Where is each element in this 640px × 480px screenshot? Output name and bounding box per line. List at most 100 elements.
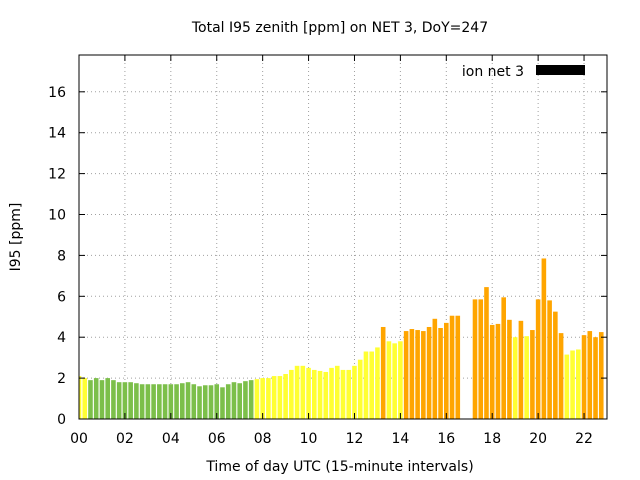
bar [547, 300, 552, 419]
bars [79, 258, 604, 419]
bar [392, 343, 397, 419]
y-tick-label: 14 [48, 126, 66, 142]
x-axis-label: Time of day UTC (15-minute intervals) [205, 459, 473, 475]
bar [593, 337, 598, 419]
bar [300, 365, 306, 419]
x-tick-label: 14 [391, 431, 409, 447]
bar [243, 381, 248, 419]
bar [512, 337, 518, 419]
bar [553, 311, 558, 419]
legend-swatch [536, 65, 585, 75]
bar [82, 378, 88, 419]
bar [214, 384, 220, 419]
chart-title: Total I95 zenith [ppm] on NET 3, DoY=247 [191, 20, 488, 36]
bar [398, 341, 403, 419]
x-tick-label: 18 [483, 431, 501, 447]
bar [260, 378, 265, 419]
bar [507, 319, 512, 419]
bar [145, 384, 151, 419]
x-tick-label: 22 [575, 431, 593, 447]
y-tick-label: 12 [48, 167, 66, 183]
bar [157, 384, 162, 419]
bar [518, 320, 524, 419]
y-axis-label: I95 [ppm] [8, 203, 24, 272]
bar [535, 299, 541, 419]
bar [421, 331, 426, 419]
y-tick-label: 8 [57, 248, 66, 264]
bar [478, 299, 484, 419]
x-axis-ticks: 00 02 04 06 08 10 12 14 16 18 20 22 [70, 55, 593, 447]
bar [289, 369, 294, 419]
bar [558, 333, 564, 419]
bar [352, 365, 357, 419]
x-tick-label: 04 [162, 431, 180, 447]
bar [403, 331, 409, 419]
bar [231, 382, 237, 419]
bar [88, 380, 93, 419]
x-tick-label: 02 [116, 431, 134, 447]
y-tick-label: 2 [57, 371, 66, 387]
bar [495, 323, 501, 419]
bar [323, 371, 329, 419]
y-tick-label: 0 [57, 412, 66, 428]
bar [455, 315, 461, 419]
legend: ion net 3 [462, 64, 585, 80]
y-axis-ticks: 0 2 4 6 8 10 12 14 16 [48, 85, 607, 428]
x-tick-label: 06 [208, 431, 226, 447]
bar [277, 376, 283, 419]
bar [271, 376, 277, 419]
y-tick-label: 16 [48, 85, 66, 101]
bar [283, 374, 288, 419]
bar [380, 326, 386, 419]
bar [93, 378, 99, 419]
bar [329, 367, 334, 419]
bar [128, 382, 133, 419]
bar [501, 297, 506, 419]
bar [180, 383, 185, 419]
bar [564, 354, 570, 419]
bar [449, 315, 455, 419]
bar [426, 326, 432, 419]
bar [334, 365, 340, 419]
bar [208, 385, 214, 419]
bar [409, 329, 415, 419]
bar [444, 322, 449, 419]
bar [220, 387, 225, 419]
bar [151, 384, 156, 419]
bar [197, 386, 202, 419]
bar [489, 324, 495, 419]
bar [346, 369, 352, 419]
bar [237, 383, 242, 419]
bar [484, 287, 489, 419]
bar [174, 384, 179, 419]
bar [248, 380, 254, 419]
bar [139, 384, 145, 419]
bar [438, 328, 443, 419]
bar [357, 359, 363, 419]
bar [191, 384, 197, 419]
bar [587, 331, 593, 419]
bar [472, 299, 478, 419]
bar [79, 376, 82, 419]
bar [375, 347, 380, 419]
x-tick-label: 00 [70, 431, 88, 447]
legend-label: ion net 3 [462, 64, 524, 80]
bar [570, 350, 575, 419]
bar [306, 367, 311, 419]
bar [122, 382, 128, 419]
x-tick-label: 16 [437, 431, 455, 447]
bar [116, 382, 122, 419]
x-tick-label: 10 [300, 431, 318, 447]
bar [225, 384, 231, 419]
bar [541, 258, 547, 419]
x-tick-label: 12 [346, 431, 364, 447]
bar [363, 351, 369, 419]
bar [317, 370, 323, 419]
bar [415, 330, 420, 419]
bar [99, 380, 105, 419]
bar [369, 351, 374, 419]
bar [598, 332, 604, 419]
bar [185, 382, 191, 419]
bar [111, 380, 116, 419]
